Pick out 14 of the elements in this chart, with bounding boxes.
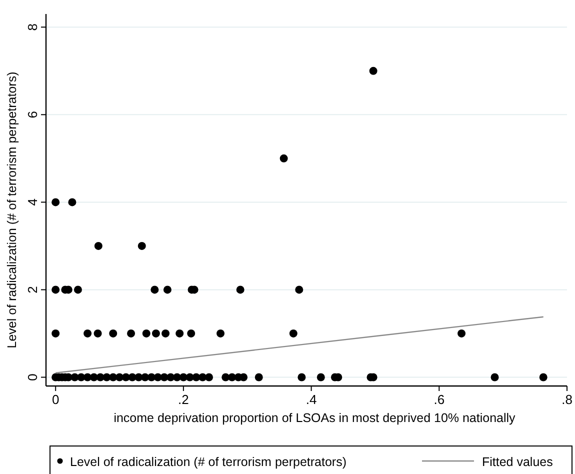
legend-label: Fitted values — [482, 455, 553, 469]
x-tick-label: .4 — [306, 392, 317, 407]
y-tick-label: 0 — [25, 374, 40, 381]
x-tick-label: .8 — [562, 392, 572, 407]
y-tick-label: 6 — [25, 111, 40, 118]
y-tick-label: 2 — [25, 286, 40, 294]
legend-label: Level of radicalization (# of terrorism perpetrators) — [70, 455, 347, 469]
x-tick-label: .2 — [178, 392, 189, 407]
x-tick-label: 0 — [52, 392, 60, 407]
y-axis-title: Level of radicalization (# of terrorism perpetrators) — [5, 72, 19, 348]
x-axis-title: income deprivation proportion of LSOAs in most deprived 10% nationally — [114, 411, 516, 425]
y-tick-label: 8 — [25, 24, 40, 31]
y-tick-label: 4 — [25, 198, 40, 206]
x-tick-label: .6 — [434, 392, 445, 407]
